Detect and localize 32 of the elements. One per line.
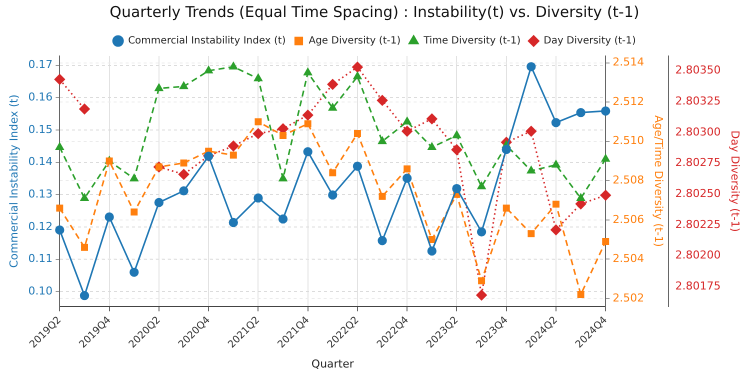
y-axis-title: Commercial Instability Index (t) <box>7 94 20 268</box>
y2-tick-label: 2.502 <box>612 291 644 304</box>
y-tick-label: 0.14 <box>28 155 53 168</box>
x-axis-title: Quarter <box>311 357 354 370</box>
chart-title: Quarterly Trends (Equal Time Spacing) : Instability(t) vs. Diversity (t-1) <box>110 2 640 21</box>
y2-tick-label: 2.506 <box>612 212 644 226</box>
y2-tick-label: 2.504 <box>612 252 644 266</box>
y3-tick-label: 2.80275 <box>675 156 721 170</box>
y-tick-label: 0.16 <box>28 90 53 104</box>
y-tick-label: 0.12 <box>28 220 53 233</box>
y3-axis-title: Day Diversity (t-1) <box>728 130 742 232</box>
legend-label: Time Diversity (t-1) <box>422 36 521 47</box>
y3-tick-label: 2.80250 <box>675 186 721 200</box>
legend-label: Day Diversity (t-1) <box>544 36 636 47</box>
y-tick-label: 0.15 <box>28 122 53 136</box>
y2-tick-label: 2.512 <box>612 94 644 108</box>
y2-tick-label: 2.510 <box>612 134 644 148</box>
y-tick-label: 0.17 <box>28 58 53 72</box>
y-tick-label: 0.13 <box>28 188 53 201</box>
y3-tick-label: 2.80200 <box>675 248 721 262</box>
legend-label: Age Diversity (t-1) <box>308 36 401 47</box>
legend-label: Commercial Instability Index (t) <box>128 36 286 47</box>
y3-tick-label: 2.80325 <box>675 94 721 108</box>
y3-tick-label: 2.80300 <box>675 125 721 138</box>
y3-tick-label: 2.80175 <box>675 279 721 292</box>
y-tick-label: 0.10 <box>28 284 53 298</box>
y-tick-label: 0.11 <box>28 252 53 266</box>
y2-tick-label: 2.508 <box>612 173 644 186</box>
y2-tick-label: 2.514 <box>612 56 644 69</box>
y3-tick-label: 2.80225 <box>675 218 721 231</box>
y2-axis-title: Age/Time Diversity (t-1) <box>652 115 665 247</box>
y3-tick-label: 2.80350 <box>675 64 721 77</box>
